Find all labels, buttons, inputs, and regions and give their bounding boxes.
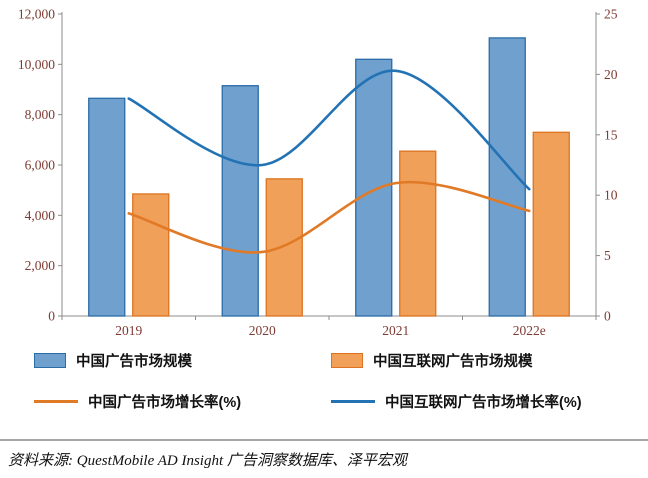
- bar-line-combo-chart: 0 2,000 4,000 6,000 8,000 10,000 12,000 0 5 10 15 2…: [18, 7, 618, 339]
- legend-item-china-ad-market-growth: 中国广告市场增长率(%): [34, 391, 331, 412]
- legend: 中国广告市场规模 中国互联网广告市场规模 中国广告市场增长率(%) 中国互联网广…: [0, 340, 648, 412]
- legend-swatch-blue-bar: [34, 353, 66, 368]
- bar-blue-2020: [221, 85, 259, 317]
- x-axis-category-label: 2022e: [513, 323, 546, 338]
- legend-item-china-internet-ad-market-growth: 中国互联网广告市场增长率(%): [331, 391, 628, 412]
- legend-label: 中国互联网广告市场规模: [373, 354, 533, 370]
- legend-swatch-blue-line: [331, 400, 375, 403]
- bar-blue-2021: [355, 58, 393, 317]
- left-axis-tick-label: 0: [48, 309, 55, 324]
- left-axis-tick-label: 2,000: [25, 258, 56, 273]
- right-axis-tick-label: 5: [604, 248, 611, 263]
- bar-orange-2019: [132, 193, 170, 317]
- right-axis-tick-label: 25: [604, 7, 618, 22]
- right-axis-tick-label: 10: [604, 188, 618, 203]
- right-axis-tick-label: 15: [604, 127, 618, 142]
- chart-area: 0 2,000 4,000 6,000 8,000 10,000 12,000 0 5 10 15 2…: [18, 7, 618, 339]
- legend-label: 中国互联网广告市场增长率(%): [385, 395, 582, 411]
- right-axis-tick-label: 0: [604, 309, 611, 324]
- legend-label: 中国广告市场规模: [76, 354, 192, 370]
- growth-line-blue: [127, 69, 531, 191]
- source-text: 资料来源: QuestMobile AD Insight 广告洞察数据库、泽平宏…: [8, 453, 407, 469]
- left-axis-tick-label: 6,000: [25, 158, 56, 173]
- legend-label: 中国广告市场增长率(%): [88, 395, 242, 411]
- x-axis-category-label: 2020: [249, 323, 276, 338]
- bar-orange-2020: [265, 178, 303, 317]
- left-axis-tick-label: 4,000: [25, 208, 56, 223]
- left-axis-tick-label: 8,000: [25, 107, 56, 122]
- bar-blue-2022e: [488, 37, 526, 317]
- left-axis-tick-label: 12,000: [18, 7, 55, 22]
- legend-swatch-orange-line: [34, 400, 78, 403]
- bar-orange-2021: [399, 150, 437, 317]
- legend-swatch-orange-bar: [331, 353, 363, 368]
- right-axis-tick-label: 20: [604, 67, 618, 82]
- left-axis-tick-label: 10,000: [18, 57, 55, 72]
- legend-item-china-ad-market-size: 中国广告市场规模: [34, 350, 331, 371]
- bar-orange-2022e: [532, 131, 570, 317]
- x-axis-category-label: 2021: [382, 323, 409, 338]
- source-footer: 资料来源: QuestMobile AD Insight 广告洞察数据库、泽平宏…: [0, 439, 648, 470]
- legend-item-china-internet-ad-market-size: 中国互联网广告市场规模: [331, 350, 628, 371]
- x-axis-category-label: 2019: [115, 323, 142, 338]
- growth-line-orange: [127, 180, 531, 254]
- bar-blue-2019: [88, 97, 126, 317]
